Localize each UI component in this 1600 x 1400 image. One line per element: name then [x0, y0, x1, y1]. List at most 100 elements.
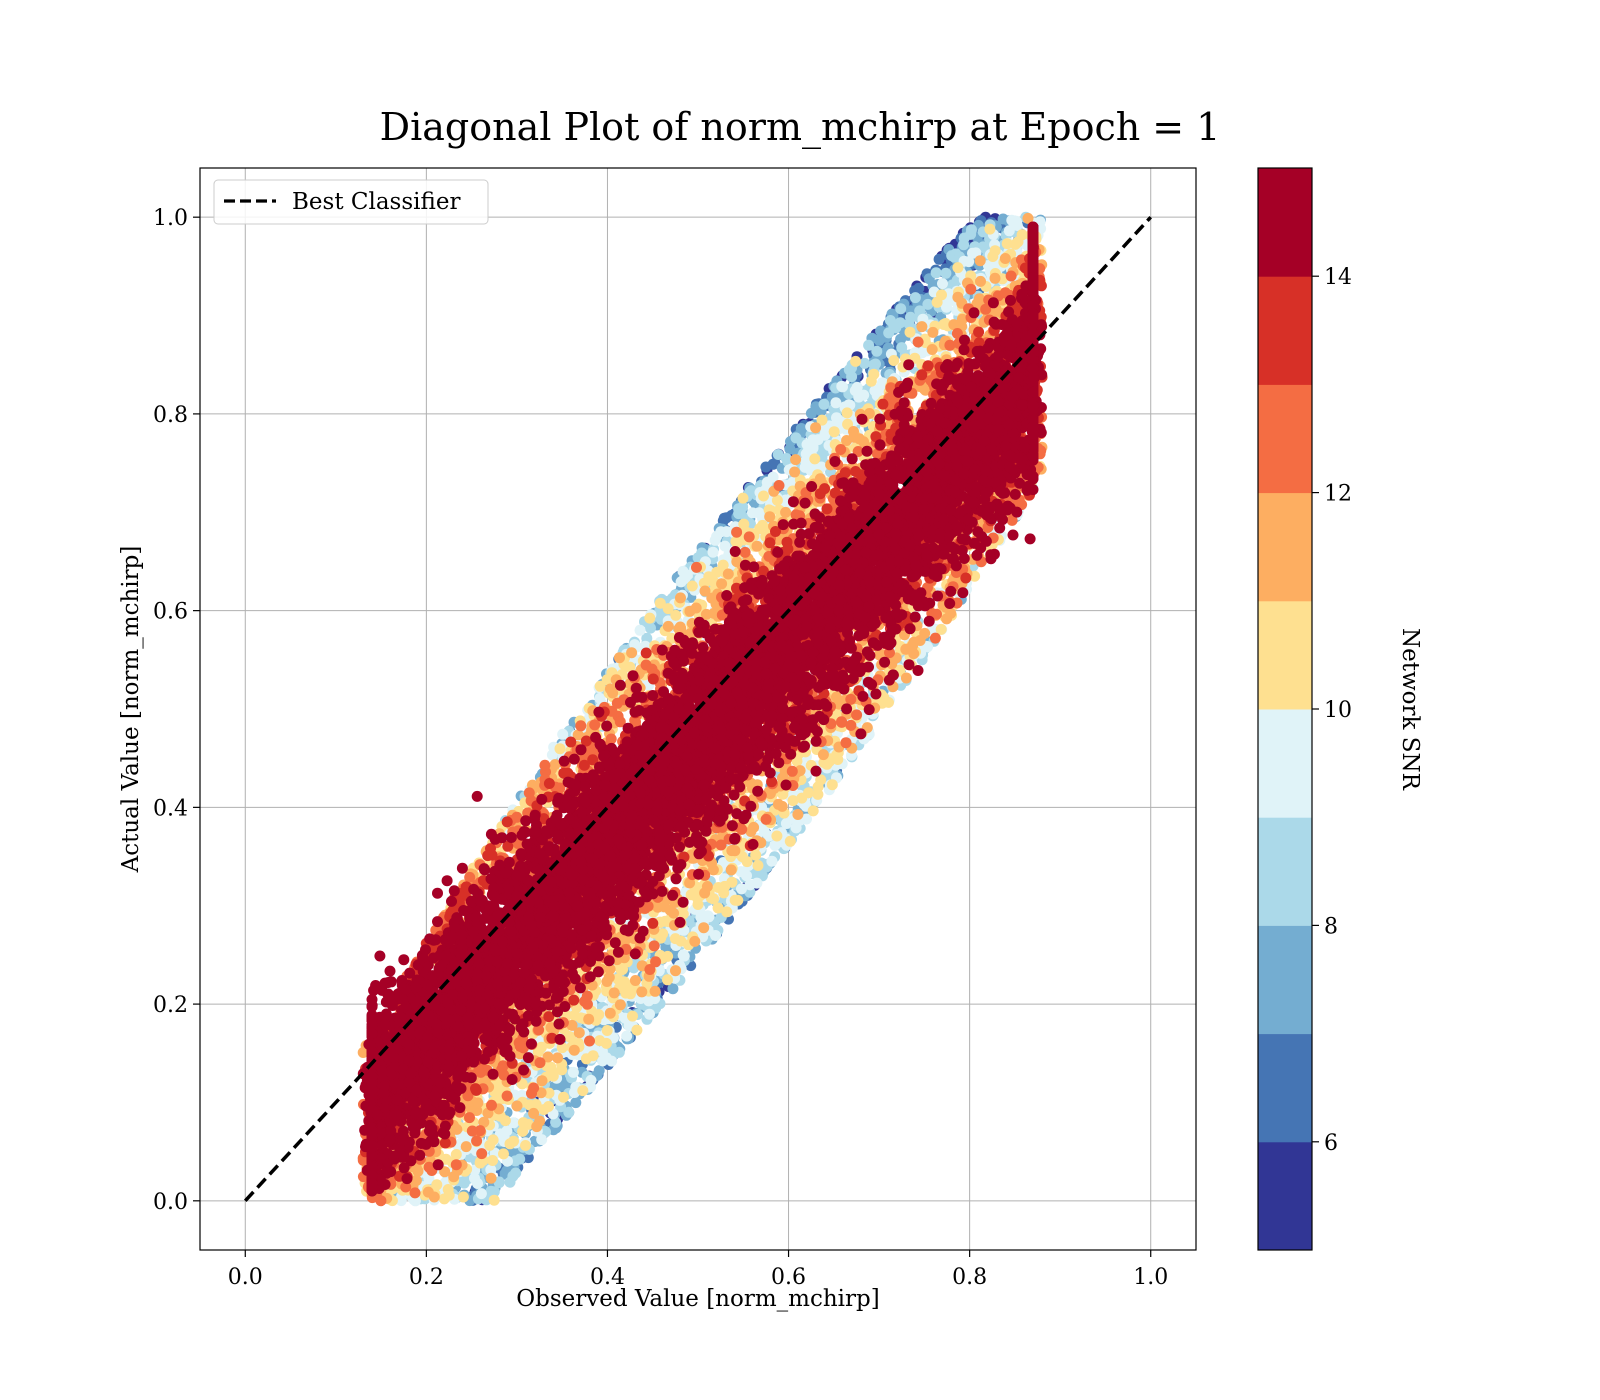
scatter-point	[806, 444, 817, 455]
scatter-point	[644, 613, 655, 624]
scatter-point	[777, 801, 788, 812]
scatter-point	[909, 637, 920, 648]
scatter-point	[916, 321, 927, 332]
scatter-point	[831, 692, 842, 703]
scatter-point	[732, 895, 743, 906]
scatter-point	[751, 878, 762, 889]
scatter-point	[461, 1141, 472, 1152]
scatter-point	[649, 940, 660, 951]
scatter-point	[375, 1195, 386, 1206]
scatter-point	[1000, 253, 1011, 264]
scatter-point	[636, 986, 647, 997]
scatter-point	[819, 399, 830, 410]
scatter-point	[616, 965, 627, 976]
scatter-point	[595, 681, 606, 692]
scatter-point	[702, 910, 713, 921]
scatter-point	[931, 267, 942, 278]
scatter-point	[910, 292, 921, 303]
scatter-point	[505, 1177, 516, 1188]
scatter-point	[913, 337, 924, 348]
scatter-point	[827, 779, 838, 790]
scatter-point	[471, 1135, 482, 1146]
scatter-point	[410, 1187, 421, 1198]
scatter-point	[612, 698, 623, 709]
scatter-point	[984, 224, 995, 235]
scatter-point	[896, 342, 907, 353]
scatter-point	[927, 327, 938, 338]
scatter-point	[774, 480, 785, 491]
scatter-point	[708, 893, 719, 904]
scatter-point	[901, 673, 912, 684]
scatter-point	[699, 888, 710, 899]
scatter-point	[895, 303, 906, 314]
scatter-point	[698, 922, 709, 933]
scatter-point	[589, 719, 600, 730]
scatter-point	[727, 845, 738, 856]
scatter-point	[762, 477, 773, 488]
scatter-point	[581, 1053, 592, 1064]
scatter-point	[853, 392, 864, 403]
scatter-point	[675, 936, 686, 947]
scatter-point	[486, 1100, 497, 1111]
scatter-point	[713, 882, 724, 893]
scatter-point	[458, 1192, 469, 1203]
scatter-point	[605, 1008, 616, 1019]
scatter-point	[487, 1155, 498, 1166]
scatter-point	[557, 729, 568, 740]
scatter-point	[630, 975, 641, 986]
scatter-point	[614, 1047, 625, 1058]
scatter-point	[760, 462, 771, 473]
scatter-point	[568, 1067, 579, 1078]
scatter-point	[789, 467, 800, 478]
scatter-point	[845, 720, 856, 731]
scatter-point	[726, 877, 737, 888]
scatter-point	[662, 974, 673, 985]
scatter-point	[710, 535, 721, 546]
scatter-point	[888, 355, 899, 366]
scatter-point	[858, 436, 869, 447]
scatter-point	[700, 586, 711, 597]
scatter-point	[555, 743, 566, 754]
scatter-point	[803, 787, 814, 798]
scatter-point	[758, 491, 769, 502]
scatter-point	[451, 1159, 462, 1170]
scatter-point	[584, 1036, 595, 1047]
scatter-point	[679, 951, 690, 962]
scatter-point	[687, 581, 698, 592]
scatter-point	[512, 1101, 523, 1112]
scatter-point	[593, 1009, 604, 1020]
chart-figure: Diagonal Plot of norm_mchirp at Epoch = …	[0, 0, 1600, 1400]
scatter-point	[670, 965, 681, 976]
scatter-point	[735, 508, 746, 519]
scatter-point	[773, 449, 784, 460]
scatter-point	[744, 531, 755, 542]
scatter-point	[644, 1009, 655, 1020]
scatter-point	[766, 856, 777, 867]
scatter-point	[606, 734, 617, 745]
scatter-point	[785, 836, 796, 847]
scatter-point	[703, 571, 714, 582]
scatter-point	[476, 1188, 487, 1199]
scatter-point	[965, 284, 976, 295]
scatter-point	[556, 1064, 567, 1075]
scatter-point	[871, 346, 882, 357]
scatter-point	[720, 541, 731, 552]
scatter-point	[635, 625, 646, 636]
scatter-point	[615, 999, 626, 1010]
scatter-point	[475, 1158, 486, 1169]
scatter-point	[627, 1011, 638, 1022]
scatter-point	[675, 592, 686, 603]
scatter-point	[833, 414, 844, 425]
scatter-point	[520, 1140, 531, 1151]
scatter-point	[937, 278, 948, 289]
scatter-point	[604, 972, 615, 983]
scatter-point	[537, 1075, 548, 1086]
scatter-point	[569, 1045, 580, 1056]
scatter-point	[663, 603, 674, 614]
scatter-point	[498, 1148, 509, 1159]
scatter-point	[472, 1097, 483, 1108]
scatter-point	[975, 276, 986, 287]
scatter-point	[467, 1126, 478, 1137]
scatter-point	[586, 1075, 597, 1086]
scatter-point	[716, 840, 727, 851]
